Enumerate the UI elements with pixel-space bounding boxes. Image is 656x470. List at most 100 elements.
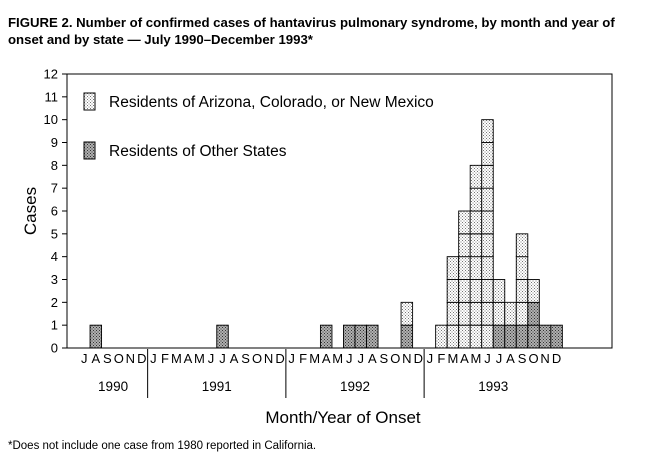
- bar-segment: [469, 324, 483, 349]
- bar-segment: [481, 210, 494, 235]
- y-tick-label: 5: [51, 226, 58, 241]
- bar-segment: [319, 324, 333, 349]
- month-label: M: [309, 351, 320, 366]
- bar-segment: [343, 324, 356, 349]
- legend-label: Residents of Other States: [109, 143, 287, 160]
- bar-segment: [504, 324, 517, 349]
- y-tick-label: 9: [51, 135, 58, 150]
- month-label: N: [264, 351, 273, 366]
- bar-segment: [515, 279, 529, 303]
- legend-swatch: [83, 92, 96, 111]
- bar-segment: [469, 256, 483, 280]
- y-axis-title: Cases: [21, 187, 40, 235]
- legend-label: Residents of Arizona, Colorado, or New M…: [109, 94, 434, 111]
- month-label: J: [219, 351, 226, 366]
- month-label: J: [288, 351, 295, 366]
- month-label: A: [322, 351, 331, 366]
- bar-segment: [481, 301, 494, 326]
- y-tick-label: 4: [51, 249, 58, 264]
- month-label: D: [137, 351, 146, 366]
- year-label: 1990: [98, 379, 128, 394]
- bar-segment: [458, 301, 471, 326]
- y-tick-label: 1: [51, 318, 58, 333]
- bar-segment: [366, 324, 379, 349]
- month-label: M: [332, 351, 343, 366]
- bar-segment: [216, 324, 229, 349]
- month-label: O: [528, 351, 538, 366]
- bar-segment: [400, 301, 414, 326]
- bar-segment: [527, 301, 540, 326]
- month-label: J: [496, 351, 503, 366]
- bar-segment: [492, 301, 506, 326]
- bar-segment: [469, 301, 483, 326]
- legend-swatch: [83, 141, 96, 160]
- bar-segment: [492, 324, 506, 349]
- y-tick-label: 3: [51, 272, 58, 287]
- month-label: A: [91, 351, 100, 366]
- y-tick-label: 12: [44, 67, 58, 82]
- bar-segment: [492, 279, 506, 303]
- month-label: J: [484, 351, 491, 366]
- bar-segment: [458, 256, 471, 280]
- bar-segment: [481, 256, 494, 280]
- year-label: 1991: [202, 379, 232, 394]
- footnote: *Does not include one case from 1980 rep…: [8, 440, 317, 452]
- bar-segment: [446, 279, 460, 303]
- bar-segment: [481, 119, 494, 143]
- month-label: N: [126, 351, 135, 366]
- month-label: O: [390, 351, 400, 366]
- y-tick-label: 6: [51, 204, 58, 219]
- bar-segment: [527, 324, 540, 349]
- chart-title: FIGURE 2. Number of confirmed cases of h…: [8, 15, 615, 47]
- month-label: D: [414, 351, 423, 366]
- y-tick-label: 10: [44, 112, 58, 127]
- month-label: A: [460, 351, 469, 366]
- bar-segment: [481, 233, 494, 258]
- month-label: D: [275, 351, 284, 366]
- month-label: J: [427, 351, 434, 366]
- bar-segment: [400, 324, 414, 349]
- bar-segment: [354, 324, 367, 349]
- month-label: A: [184, 351, 193, 366]
- bar-segment: [446, 324, 460, 349]
- month-label: D: [552, 351, 561, 366]
- year-label: 1993: [478, 379, 508, 394]
- bar-segment: [481, 324, 494, 349]
- month-label: N: [402, 351, 411, 366]
- bar-segment: [515, 233, 529, 258]
- bar-segment: [515, 324, 529, 349]
- bar-segment: [515, 301, 529, 326]
- month-label: A: [506, 351, 515, 366]
- y-tick-label: 0: [51, 341, 58, 356]
- bar-segment: [446, 256, 460, 280]
- x-axis-title: Month/Year of Onset: [265, 408, 421, 427]
- month-label: S: [241, 351, 250, 366]
- month-label: N: [540, 351, 549, 366]
- month-label: J: [346, 351, 353, 366]
- bar-segment: [481, 164, 494, 189]
- bar-segment: [435, 324, 448, 349]
- bar-segment: [458, 279, 471, 303]
- month-label: O: [114, 351, 124, 366]
- bar-segment: [469, 233, 483, 258]
- bar-segment: [458, 324, 471, 349]
- bar-segment: [504, 301, 517, 326]
- bar-segment: [458, 233, 471, 258]
- bar-segment: [89, 324, 103, 349]
- month-label: J: [150, 351, 157, 366]
- bar-segment: [538, 324, 552, 349]
- month-label: S: [103, 351, 112, 366]
- bar-segment: [469, 279, 483, 303]
- month-label: O: [252, 351, 262, 366]
- month-label: F: [161, 351, 169, 366]
- bar-segment: [527, 279, 540, 303]
- month-label: F: [437, 351, 445, 366]
- bar-segment: [515, 256, 529, 280]
- y-tick-label: 2: [51, 295, 58, 310]
- month-label: S: [379, 351, 388, 366]
- month-label: S: [518, 351, 527, 366]
- month-label: M: [171, 351, 182, 366]
- bar-segment: [469, 164, 483, 189]
- y-tick-label: 7: [51, 181, 58, 196]
